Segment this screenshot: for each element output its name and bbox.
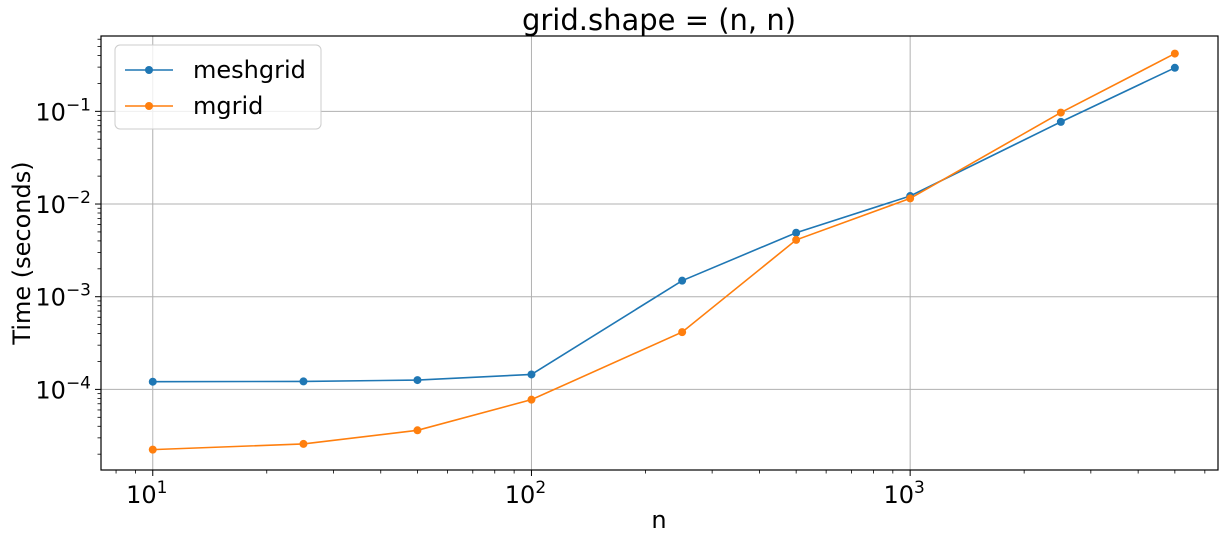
x-tick-label: 101 — [126, 478, 167, 509]
y-tick-label: 10−4 — [35, 373, 91, 404]
data-point-mgrid — [413, 426, 422, 435]
data-point-mgrid — [1056, 108, 1065, 117]
data-point-meshgrid — [148, 377, 157, 386]
data-point-meshgrid — [413, 376, 422, 385]
data-point-mgrid — [906, 194, 915, 203]
x-axis: 101 102 103 — [126, 470, 925, 509]
legend: meshgrid mgrid — [114, 44, 322, 130]
y-axis: 10−4 10−3 10−2 10−1 — [35, 95, 101, 404]
data-point-meshgrid — [299, 377, 308, 386]
y-axis-label: Time (seconds) — [8, 161, 36, 345]
data-point-mgrid — [678, 328, 687, 337]
data-point-meshgrid — [792, 228, 801, 237]
y-tick-label: 10−2 — [35, 188, 91, 219]
legend-label-meshgrid: meshgrid — [193, 56, 306, 84]
data-point-meshgrid — [1056, 117, 1065, 126]
legend-label-mgrid: mgrid — [193, 92, 263, 120]
data-point-mgrid — [148, 445, 157, 454]
legend-marker-meshgrid — [145, 66, 153, 74]
data-point-mgrid — [299, 439, 308, 448]
chart-title: grid.shape = (n, n) — [522, 3, 796, 37]
series-mgrid — [148, 49, 1179, 454]
series-layer — [148, 49, 1179, 454]
data-point-mgrid — [527, 395, 536, 404]
x-axis-label: n — [651, 506, 666, 534]
x-tick-label: 103 — [883, 478, 924, 509]
data-point-meshgrid — [1170, 63, 1179, 72]
data-point-meshgrid — [527, 370, 536, 379]
legend-box — [114, 44, 322, 130]
data-point-mgrid — [792, 235, 801, 244]
legend-marker-mgrid — [145, 102, 153, 110]
y-tick-label: 10−3 — [35, 281, 91, 312]
axes-frame — [100, 35, 1219, 471]
legend-entries: meshgrid mgrid — [125, 56, 306, 120]
y-tick-label: 10−1 — [35, 95, 91, 126]
x-tick-label: 102 — [505, 478, 546, 509]
data-point-mgrid — [1170, 49, 1179, 58]
data-point-meshgrid — [678, 276, 687, 285]
